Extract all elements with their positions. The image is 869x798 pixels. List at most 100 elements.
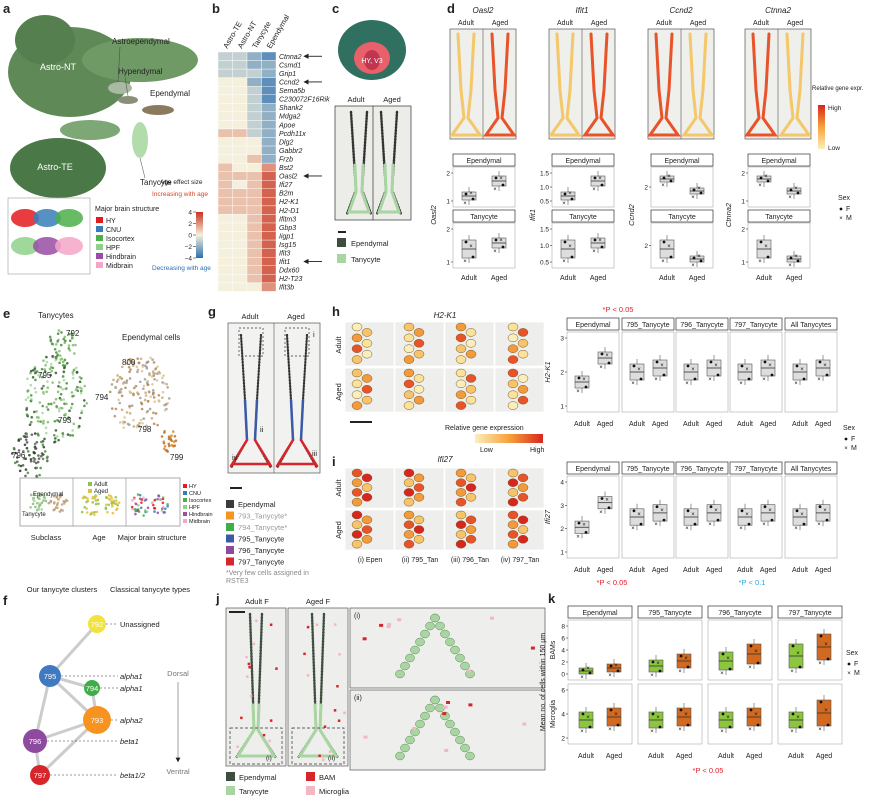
cell-dot (165, 449, 169, 452)
cell (517, 385, 529, 394)
sample-dot (791, 712, 795, 716)
cell (455, 390, 467, 399)
cell-dot (123, 416, 126, 419)
cell-dot (54, 505, 58, 509)
sample-dot (709, 505, 713, 509)
cell-dot (61, 509, 64, 512)
edge (48, 622, 99, 678)
cell-dot (35, 440, 39, 444)
label: Major brain structure (118, 533, 187, 542)
cell-dot (79, 389, 83, 393)
cell (403, 510, 415, 520)
cell (517, 328, 529, 337)
cell (361, 535, 373, 544)
sample-cross: × (796, 651, 800, 657)
cell-dot (34, 447, 38, 450)
cell-dot (83, 384, 86, 388)
cell-dot (79, 386, 82, 390)
colorbar (475, 434, 543, 443)
cell-dot (17, 449, 21, 452)
label: (i) (354, 613, 360, 620)
sample-dot (662, 518, 666, 522)
sample-dot (819, 700, 823, 704)
cell-dot (127, 423, 131, 427)
cell-dot (43, 368, 47, 371)
cell-dot (125, 381, 128, 385)
cell (403, 344, 415, 353)
cell-dot (51, 381, 54, 384)
node-label: 796 (29, 737, 42, 746)
cell-dot (166, 386, 169, 389)
cell-dot (62, 370, 66, 374)
y-tick-label: 2 (741, 227, 745, 234)
sample-dot (639, 522, 643, 526)
cell-dot (86, 499, 90, 503)
cell-dot (34, 505, 37, 509)
y-tick-label: 2 (446, 171, 450, 178)
gene-label: Ddx60 (279, 268, 299, 275)
cell-dot (25, 446, 29, 450)
sample-cross: × (697, 254, 701, 260)
heat-cell (246, 60, 262, 70)
cell (403, 530, 415, 539)
y-tick-label: 0 (561, 672, 565, 679)
cell (455, 478, 467, 487)
legend-label: F (851, 436, 855, 443)
x-tick-label: Adult (718, 753, 734, 760)
label: Adult F (245, 597, 269, 606)
sample-cross: × (576, 534, 580, 540)
cell (468, 703, 473, 707)
facet-strip (567, 605, 633, 619)
region-label: i (313, 330, 315, 339)
cluster-label: 799 (170, 453, 184, 462)
cell-dot (64, 498, 68, 502)
colorbar-tick: 2 (188, 221, 192, 228)
shape (449, 32, 483, 137)
cell-dot (71, 434, 75, 437)
shape (15, 15, 75, 65)
cell-dot (107, 503, 110, 507)
cell (386, 625, 391, 629)
cell (530, 646, 535, 650)
sample-dot (798, 665, 802, 669)
sample-dot (679, 654, 683, 658)
label: Tanycyte (140, 178, 172, 187)
cell-dot (65, 402, 68, 406)
label: (i) (266, 755, 272, 762)
heat-cell (261, 180, 277, 190)
cell-dot (40, 387, 44, 390)
cell-dot (78, 416, 82, 420)
sample-cross: × (463, 259, 467, 265)
node (30, 765, 50, 785)
sample-cross: × (794, 254, 798, 260)
cell-dot (30, 397, 33, 401)
heat-cell (261, 197, 277, 207)
cell-dot (140, 407, 144, 411)
legend-label: M (854, 670, 860, 677)
cell (351, 379, 363, 389)
cell-dot (137, 361, 141, 365)
label: Aged (94, 489, 108, 495)
cell-dot (129, 368, 132, 371)
gene-label: Gabbr2 (279, 148, 302, 155)
sample-cross: × (748, 727, 752, 733)
cell-dot (116, 378, 120, 381)
sample-dot (825, 518, 829, 522)
cell-dot (140, 402, 144, 406)
plot-area (637, 619, 703, 681)
cell (306, 625, 310, 629)
cell (322, 758, 325, 761)
cell (507, 478, 519, 487)
label: *P < 0.05 (693, 766, 724, 775)
cell-dot (42, 419, 45, 423)
heat-cell (246, 103, 262, 113)
legend-label: F (854, 661, 858, 668)
plot-area (567, 619, 633, 681)
label: Classical tanycyte types (110, 585, 190, 594)
cell-dot (146, 399, 150, 403)
cell-dot (15, 456, 19, 459)
sample-cross: × (576, 389, 580, 395)
cell-dot (143, 377, 147, 381)
heat-cell (217, 180, 233, 190)
cell-dot (163, 431, 166, 434)
